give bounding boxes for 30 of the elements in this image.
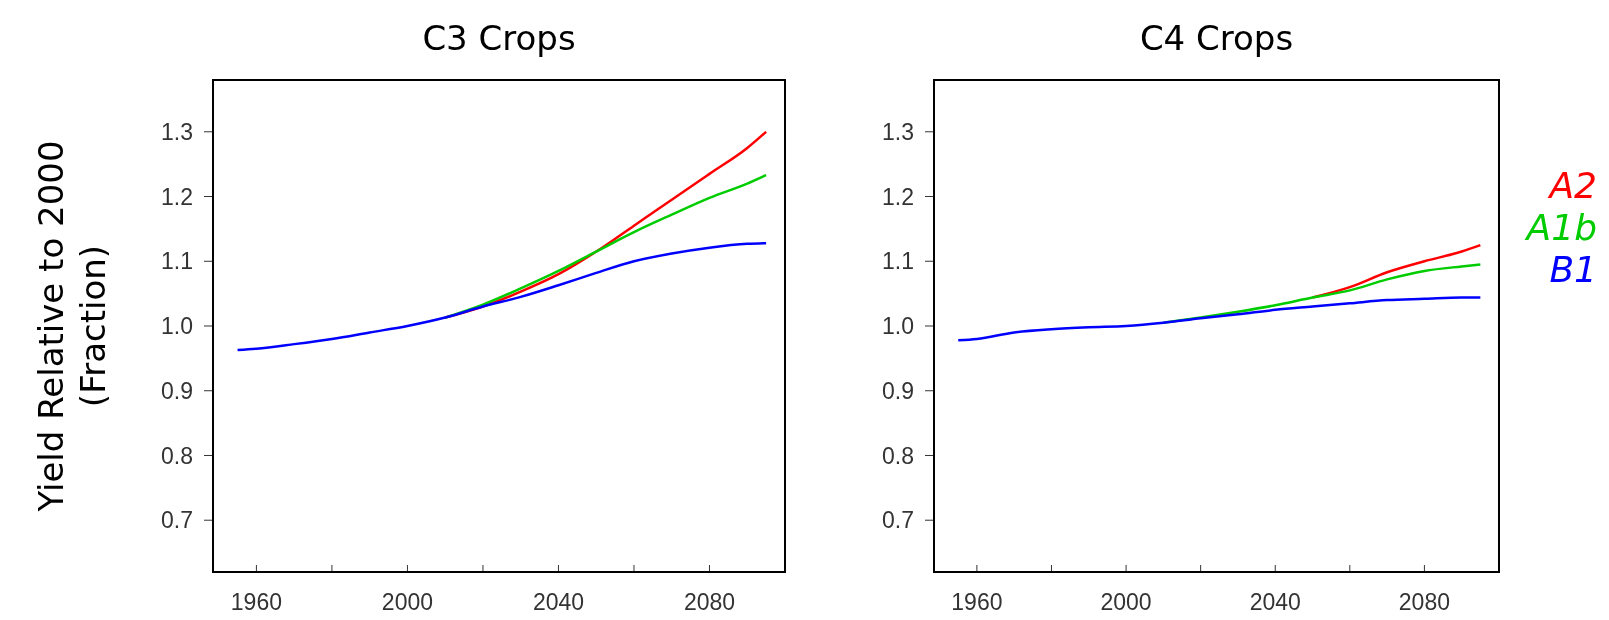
y-tick-label: 1.2 xyxy=(161,183,193,210)
y-tick-label: 0.9 xyxy=(882,377,914,404)
x-tick-label: 2080 xyxy=(683,589,736,615)
y-tick-label: 0.8 xyxy=(161,442,193,469)
y-tick-label: 0.8 xyxy=(882,442,914,469)
x-tick-label: 2000 xyxy=(1100,589,1152,615)
y-tick-label: 0.7 xyxy=(882,507,914,534)
x-tick-label: 2040 xyxy=(1249,589,1301,615)
x-tick-label: 2000 xyxy=(381,589,434,615)
x-tick-label: 2040 xyxy=(532,589,585,615)
series-label: A1b xyxy=(1524,207,1597,248)
line-series xyxy=(236,241,768,352)
line-series xyxy=(956,296,1482,342)
chart-title: C3 Crops xyxy=(422,18,576,58)
series-label: B1 xyxy=(1549,249,1597,290)
y-tick-label: 0.9 xyxy=(161,377,193,404)
y-tick-label: 1.2 xyxy=(882,183,914,210)
y-tick-label: 1.1 xyxy=(882,248,914,275)
y-tick-label: 1.0 xyxy=(161,313,193,340)
x-tick-label: 1960 xyxy=(951,589,1003,615)
chart-title: C4 Crops xyxy=(1139,18,1294,58)
y-tick-label: 1.3 xyxy=(882,118,914,145)
y-tick-label: 0.7 xyxy=(161,507,193,534)
y-tick-label: 1.1 xyxy=(161,248,193,275)
text: A2 xyxy=(1547,165,1597,206)
x-tick-label: 1960 xyxy=(230,589,283,615)
y-axis-title: Yield Relative to 2000 (Fraction) xyxy=(31,140,113,513)
y-tick-label: 1.3 xyxy=(161,118,193,145)
x-tick-label: 2080 xyxy=(1398,589,1450,615)
y-tick-label: 1.0 xyxy=(882,313,914,340)
